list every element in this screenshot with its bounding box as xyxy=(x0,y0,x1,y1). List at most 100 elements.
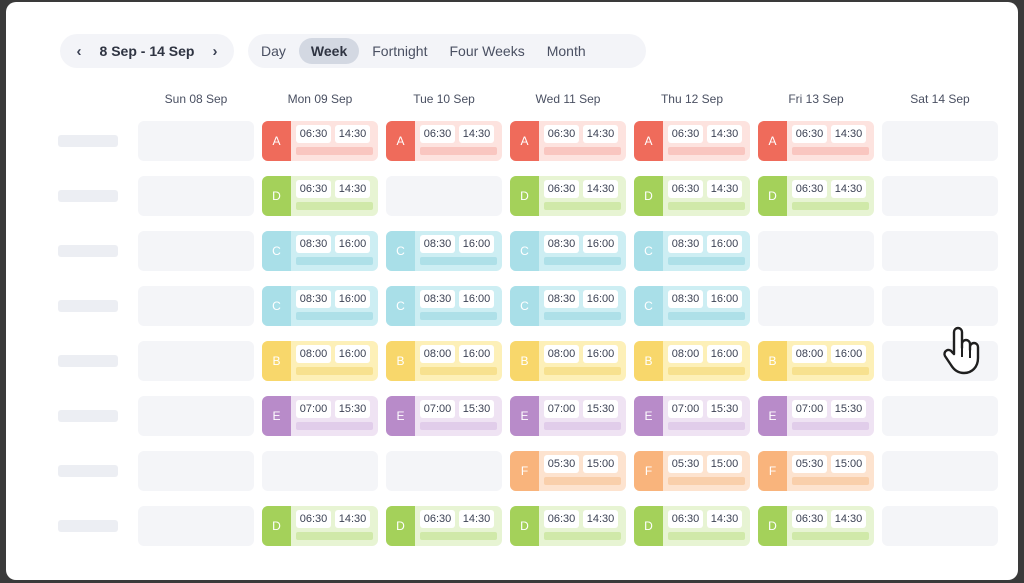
shift-card[interactable]: C 08:30 16:00 xyxy=(510,286,626,326)
shift-card[interactable]: B 08:00 16:00 xyxy=(510,341,626,381)
shift-note-placeholder xyxy=(668,477,745,485)
shift-note-placeholder xyxy=(544,422,621,430)
shift-card[interactable]: E 07:00 15:30 xyxy=(262,396,378,436)
empty-slot[interactable] xyxy=(758,286,874,326)
shift-card[interactable]: D 06:30 14:30 xyxy=(262,506,378,546)
shift-note-placeholder xyxy=(296,367,373,375)
shift-card[interactable]: E 07:00 15:30 xyxy=(634,396,750,436)
shift-note-placeholder xyxy=(544,312,621,320)
shift-start-time: 07:00 xyxy=(420,400,455,418)
view-tab-four-weeks[interactable]: Four Weeks xyxy=(449,43,525,59)
empty-slot[interactable] xyxy=(882,506,998,546)
shift-code-badge: A xyxy=(634,121,663,161)
empty-slot[interactable] xyxy=(882,451,998,491)
chevron-right-icon[interactable]: › xyxy=(212,42,218,60)
shift-card[interactable]: A 06:30 14:30 xyxy=(758,121,874,161)
shift-details: 08:30 16:00 xyxy=(415,231,502,271)
shift-end-time: 16:00 xyxy=(459,235,494,253)
shift-card[interactable]: E 07:00 15:30 xyxy=(386,396,502,436)
shift-code-badge: C xyxy=(386,231,415,271)
shift-code-badge: D xyxy=(510,506,539,546)
shift-card[interactable]: D 06:30 14:30 xyxy=(758,506,874,546)
shift-card[interactable]: C 08:30 16:00 xyxy=(262,231,378,271)
shift-card[interactable]: A 06:30 14:30 xyxy=(634,121,750,161)
shift-code-badge: A xyxy=(510,121,539,161)
shift-start-time: 07:00 xyxy=(668,400,703,418)
shift-code-badge: D xyxy=(634,506,663,546)
shift-card[interactable]: D 06:30 14:30 xyxy=(758,176,874,216)
shift-end-time: 14:30 xyxy=(459,510,494,528)
empty-slot[interactable] xyxy=(138,396,254,436)
shift-end-time: 15:00 xyxy=(707,455,742,473)
shift-card[interactable]: B 08:00 16:00 xyxy=(634,341,750,381)
shift-details: 08:30 16:00 xyxy=(291,231,378,271)
empty-slot[interactable] xyxy=(262,451,378,491)
row-label-placeholder xyxy=(58,355,118,367)
shift-note-placeholder xyxy=(420,532,497,540)
shift-card[interactable]: C 08:30 16:00 xyxy=(634,231,750,271)
hand-pointer-icon xyxy=(943,326,980,375)
chevron-left-icon[interactable]: ‹ xyxy=(76,42,82,60)
view-tab-month[interactable]: Month xyxy=(546,43,586,59)
empty-slot[interactable] xyxy=(386,176,502,216)
shift-card[interactable]: F 05:30 15:00 xyxy=(758,451,874,491)
shift-card[interactable]: D 06:30 14:30 xyxy=(386,506,502,546)
shift-card[interactable]: C 08:30 16:00 xyxy=(386,231,502,271)
day-header: Wed 11 Sep xyxy=(535,92,601,106)
shift-code-badge: F xyxy=(758,451,787,491)
shift-end-time: 14:30 xyxy=(583,510,618,528)
shift-card[interactable]: F 05:30 15:00 xyxy=(510,451,626,491)
shift-start-time: 06:30 xyxy=(792,180,827,198)
empty-slot[interactable] xyxy=(758,231,874,271)
empty-slot[interactable] xyxy=(138,286,254,326)
shift-details: 08:00 16:00 xyxy=(539,341,626,381)
shift-card[interactable]: C 08:30 16:00 xyxy=(386,286,502,326)
shift-code-badge: C xyxy=(510,231,539,271)
shift-card[interactable]: C 08:30 16:00 xyxy=(262,286,378,326)
shift-details: 06:30 14:30 xyxy=(415,506,502,546)
shift-card[interactable]: D 06:30 14:30 xyxy=(634,506,750,546)
shift-card[interactable]: F 05:30 15:00 xyxy=(634,451,750,491)
shift-card[interactable]: A 06:30 14:30 xyxy=(510,121,626,161)
shift-start-time: 05:30 xyxy=(544,455,579,473)
shift-card[interactable]: D 06:30 14:30 xyxy=(262,176,378,216)
shift-card[interactable]: D 06:30 14:30 xyxy=(634,176,750,216)
shift-start-time: 08:30 xyxy=(668,235,703,253)
empty-slot[interactable] xyxy=(138,506,254,546)
shift-start-time: 07:00 xyxy=(296,400,331,418)
empty-slot[interactable] xyxy=(882,176,998,216)
empty-slot[interactable] xyxy=(138,176,254,216)
shift-card[interactable]: E 07:00 15:30 xyxy=(510,396,626,436)
empty-slot[interactable] xyxy=(138,341,254,381)
empty-slot[interactable] xyxy=(386,451,502,491)
shift-note-placeholder xyxy=(792,367,869,375)
shift-card[interactable]: C 08:30 16:00 xyxy=(634,286,750,326)
shift-card[interactable]: D 06:30 14:30 xyxy=(510,506,626,546)
shift-card[interactable]: B 08:00 16:00 xyxy=(262,341,378,381)
empty-slot[interactable] xyxy=(882,231,998,271)
shift-code-badge: B xyxy=(758,341,787,381)
view-tab-day[interactable]: Day xyxy=(261,43,286,59)
shift-note-placeholder xyxy=(792,532,869,540)
empty-slot[interactable] xyxy=(882,396,998,436)
view-tab-week[interactable]: Week xyxy=(298,38,360,64)
empty-slot[interactable] xyxy=(138,231,254,271)
shift-start-time: 06:30 xyxy=(544,510,579,528)
shift-end-time: 14:30 xyxy=(335,125,370,143)
shift-card[interactable]: A 06:30 14:30 xyxy=(386,121,502,161)
shift-card[interactable]: C 08:30 16:00 xyxy=(510,231,626,271)
empty-slot[interactable] xyxy=(138,451,254,491)
shift-start-time: 06:30 xyxy=(792,510,827,528)
view-tab-fortnight[interactable]: Fortnight xyxy=(372,43,428,59)
shift-note-placeholder xyxy=(544,257,621,265)
shift-card[interactable]: A 06:30 14:30 xyxy=(262,121,378,161)
shift-start-time: 08:30 xyxy=(420,235,455,253)
shift-card[interactable]: E 07:00 15:30 xyxy=(758,396,874,436)
shift-card[interactable]: D 06:30 14:30 xyxy=(510,176,626,216)
shift-card[interactable]: B 08:00 16:00 xyxy=(758,341,874,381)
shift-card[interactable]: B 08:00 16:00 xyxy=(386,341,502,381)
empty-slot[interactable] xyxy=(138,121,254,161)
shift-code-badge: C xyxy=(634,286,663,326)
empty-slot[interactable] xyxy=(882,286,998,326)
empty-slot[interactable] xyxy=(882,121,998,161)
